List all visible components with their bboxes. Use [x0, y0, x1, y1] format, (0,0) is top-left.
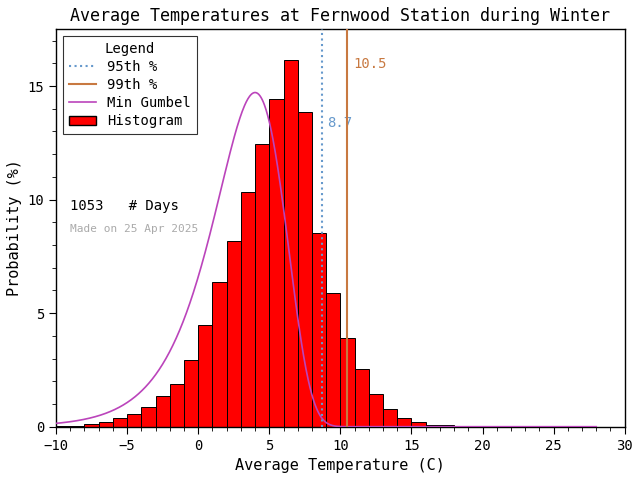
Bar [141, 408, 156, 427]
Bar [156, 396, 170, 427]
Bar [184, 360, 198, 427]
Bar [284, 60, 298, 427]
Bar [397, 418, 412, 427]
Bar [84, 424, 99, 427]
Bar [113, 418, 127, 427]
Text: 1053   # Days: 1053 # Days [70, 199, 179, 213]
Bar [99, 422, 113, 427]
Bar [255, 144, 269, 427]
Text: 8.7: 8.7 [328, 116, 353, 130]
Text: Made on 25 Apr 2025: Made on 25 Apr 2025 [70, 224, 198, 234]
Bar [426, 425, 440, 427]
Bar [269, 99, 284, 427]
Bar [298, 112, 312, 427]
Legend: 95th %, 99th %, Min Gumbel, Histogram: 95th %, 99th %, Min Gumbel, Histogram [63, 36, 196, 134]
Y-axis label: Probability (%): Probability (%) [7, 159, 22, 297]
Bar [127, 414, 141, 427]
Bar [70, 426, 84, 427]
Text: 10.5: 10.5 [353, 57, 387, 71]
Bar [212, 282, 227, 427]
Bar [412, 422, 426, 427]
Bar [198, 325, 212, 427]
X-axis label: Average Temperature (C): Average Temperature (C) [236, 458, 445, 473]
Bar [383, 409, 397, 427]
Bar [355, 369, 369, 427]
Bar [227, 241, 241, 427]
Title: Average Temperatures at Fernwood Station during Winter: Average Temperatures at Fernwood Station… [70, 7, 611, 25]
Bar [170, 384, 184, 427]
Bar [440, 425, 454, 427]
Bar [326, 293, 340, 427]
Bar [56, 426, 70, 427]
Bar [312, 232, 326, 427]
Bar [369, 395, 383, 427]
Bar [241, 192, 255, 427]
Bar [340, 338, 355, 427]
